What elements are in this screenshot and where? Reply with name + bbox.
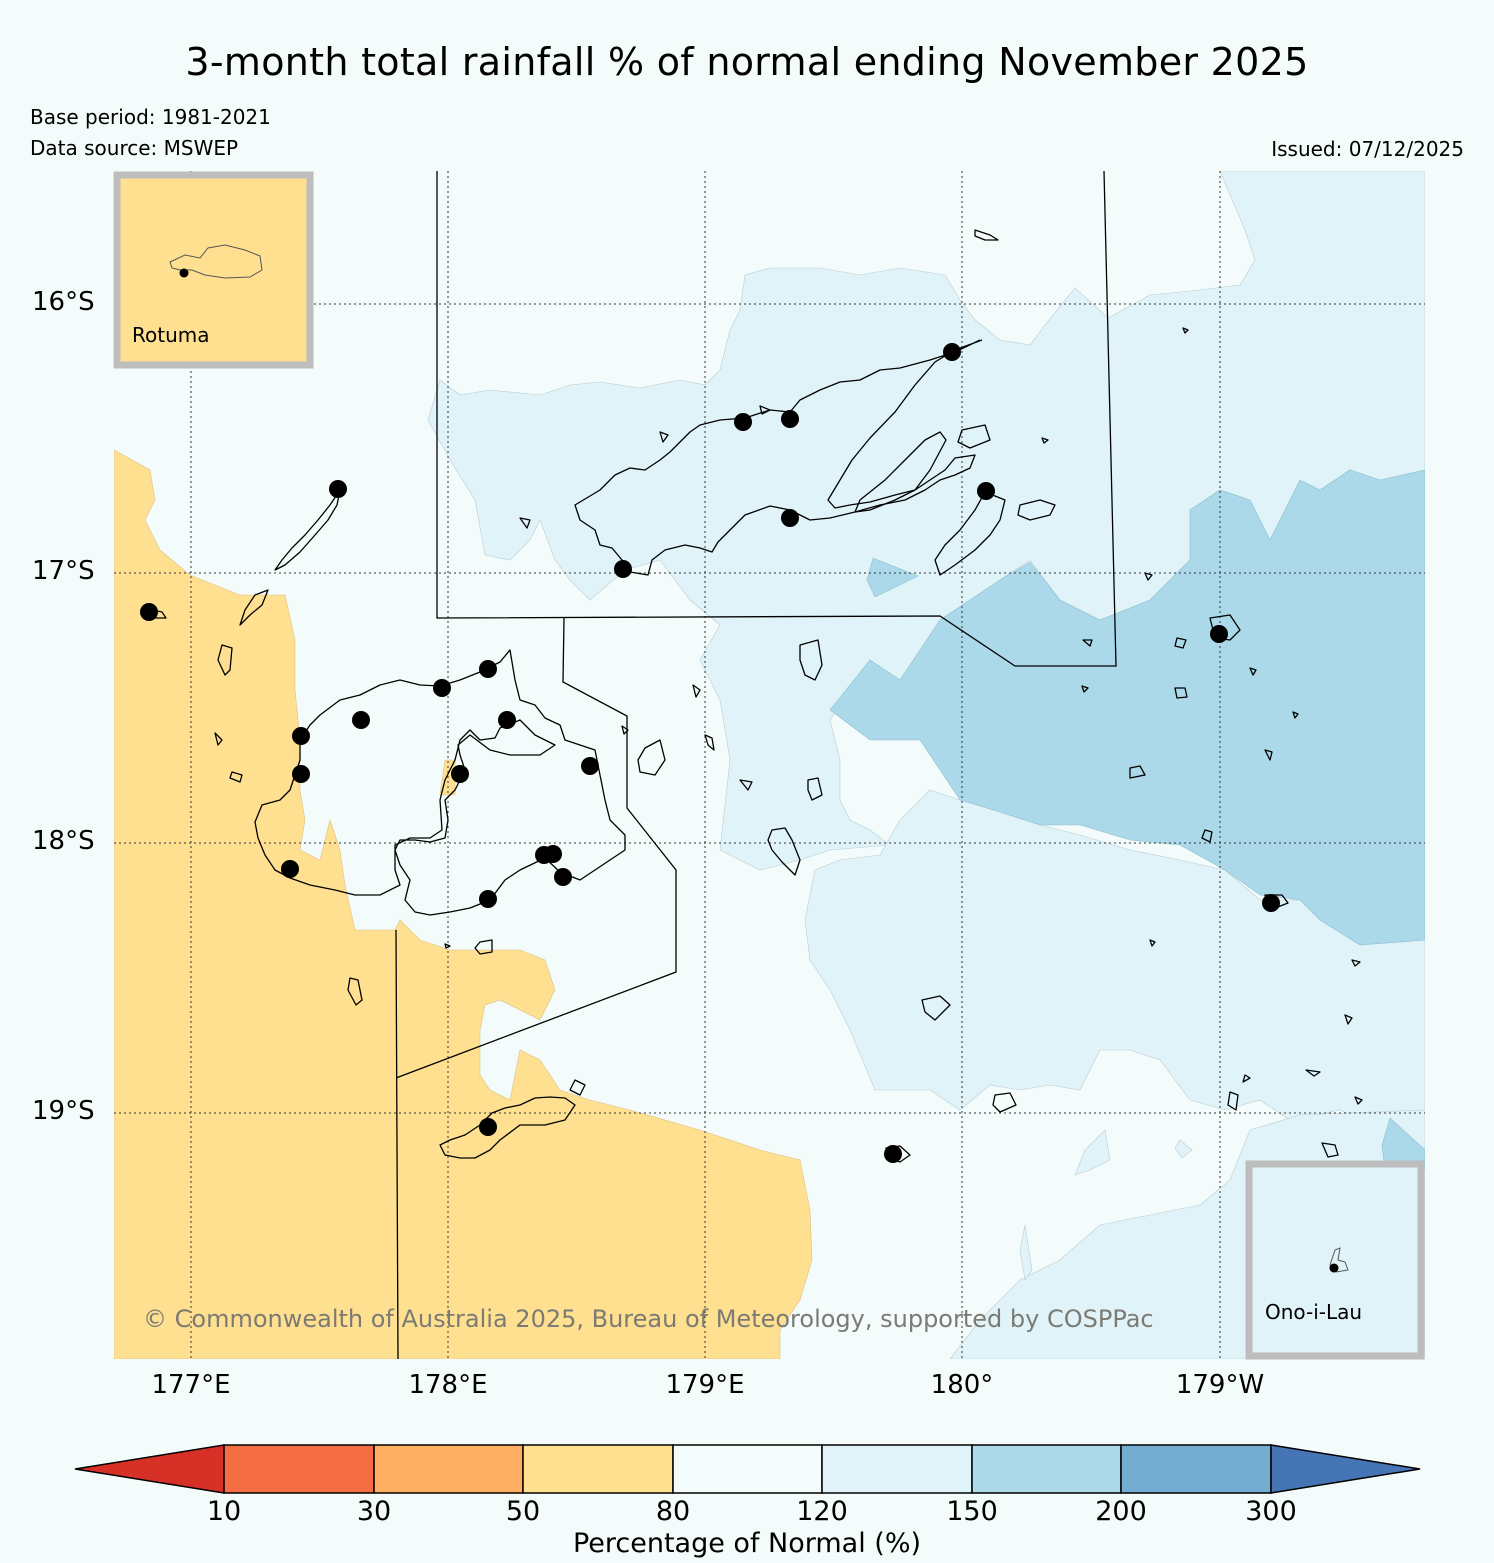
colorbar-segment-30-50 bbox=[373, 1444, 524, 1494]
colorbar-segment-200-300 bbox=[1120, 1444, 1272, 1494]
colorbar-segment-120-150 bbox=[821, 1444, 973, 1494]
lon-label-177e: 177°E bbox=[151, 1370, 231, 1400]
island-kadavu bbox=[439, 1096, 576, 1159]
lat-label-19s: 19°S bbox=[32, 1096, 95, 1126]
colorbar-tick-10: 10 bbox=[206, 1496, 242, 1527]
region-120-150-sliver bbox=[1074, 1129, 1111, 1176]
colorbar-tick-30: 30 bbox=[356, 1496, 392, 1527]
data-source-label: Data source: MSWEP bbox=[30, 136, 239, 160]
lat-label-18s: 18°S bbox=[32, 826, 95, 856]
ono-i-lau-inset bbox=[1245, 1160, 1425, 1360]
ono-i-lau-label: Ono-i-Lau bbox=[1265, 1300, 1363, 1324]
lon-label-178e: 178°E bbox=[408, 1370, 488, 1400]
rainfall-field bbox=[114, 171, 1425, 1359]
lat-label-16s: 16°S bbox=[32, 287, 95, 317]
colorbar-title: Percentage of Normal (%) bbox=[572, 1528, 922, 1559]
colorbar-segment-80-120 bbox=[672, 1444, 823, 1494]
colorbar-tick-200: 200 bbox=[1095, 1496, 1147, 1527]
colorbar-segment-lt10 bbox=[74, 1444, 225, 1494]
island-viti-levu bbox=[254, 649, 626, 916]
colorbar-segment-150-200 bbox=[971, 1444, 1122, 1494]
colorbar-tick-150: 150 bbox=[946, 1496, 998, 1527]
division-boundaries bbox=[395, 170, 1117, 1360]
colorbar-segment-gt300 bbox=[1270, 1444, 1421, 1494]
map-title: 3-month total rainfall % of normal endin… bbox=[185, 40, 1309, 84]
region-120-150-south bbox=[804, 789, 1425, 1161]
region-50-80-west bbox=[114, 449, 813, 1359]
colorbar-segment-10-30 bbox=[223, 1444, 375, 1494]
rotuma-inset bbox=[113, 171, 314, 369]
lon-label-180: 180° bbox=[930, 1370, 994, 1400]
region-150-200 bbox=[829, 469, 1425, 946]
base-period-label: Base period: 1981-2021 bbox=[30, 105, 271, 129]
issued-date-label: Issued: 07/12/2025 bbox=[1271, 137, 1464, 161]
island-taveuni bbox=[934, 491, 1006, 576]
lat-label-17s: 17°S bbox=[32, 556, 95, 586]
lon-label-179w: 179°W bbox=[1175, 1370, 1265, 1400]
region-120-150-strip bbox=[1019, 1224, 1033, 1281]
lon-label-179e: 179°E bbox=[665, 1370, 745, 1400]
copyright-notice: © Commonwealth of Australia 2025, Bureau… bbox=[143, 1305, 1154, 1333]
colorbar-tick-300: 300 bbox=[1245, 1496, 1297, 1527]
rotuma-label: Rotuma bbox=[132, 323, 210, 347]
island-yasawa bbox=[274, 489, 341, 571]
colorbar-tick-120: 120 bbox=[796, 1496, 848, 1527]
colorbar-segment-50-80 bbox=[522, 1444, 674, 1494]
colorbar-tick-50: 50 bbox=[505, 1496, 541, 1527]
colorbar-tick-80: 80 bbox=[655, 1496, 691, 1527]
colorbar bbox=[74, 1444, 1421, 1494]
stations bbox=[140, 343, 1280, 1163]
region-120-150-spot bbox=[1174, 1139, 1193, 1159]
